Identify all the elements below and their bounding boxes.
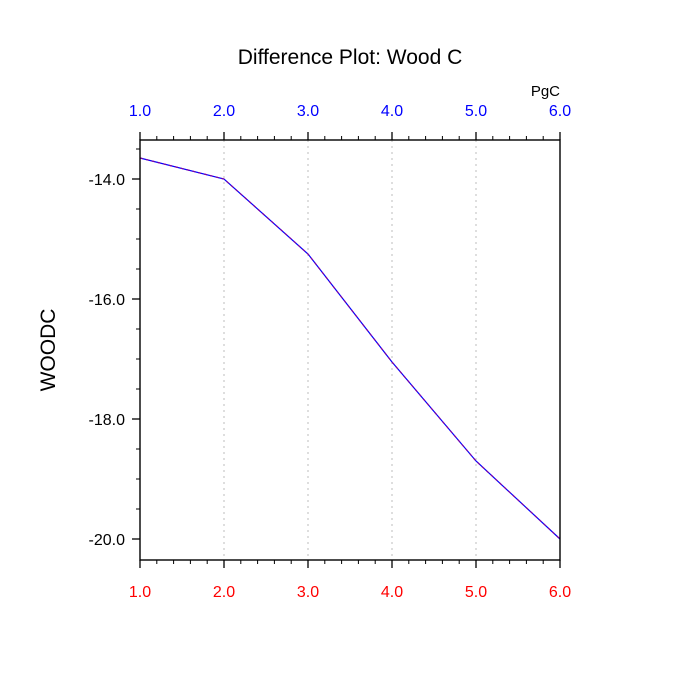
x-tick-label: 6.0 (549, 584, 571, 601)
y-tick-label: -18.0 (89, 412, 126, 429)
y-axis-label: WOODC (37, 309, 60, 392)
x-top-tick-label: 4.0 (381, 103, 403, 120)
units-label: PgC (531, 83, 560, 100)
x-tick-label: 3.0 (297, 584, 319, 601)
tick-labels: 1.0 1.0 2.0 2.0 3.0 3.0 4.0 4.0 5.0 5.0 6.0 6.0 -14.… (89, 103, 572, 601)
y-tick-label: -14.0 (89, 172, 126, 189)
y-tick-label: -20.0 (89, 532, 126, 549)
x-top-tick-label: 6.0 (549, 103, 571, 120)
tick-marks (132, 132, 561, 568)
x-tick-label: 2.0 (213, 584, 235, 601)
x-top-tick-label: 3.0 (297, 103, 319, 120)
y-tick-label: -16.0 (89, 292, 126, 309)
series-group (139, 157, 561, 540)
series-line (139, 157, 561, 540)
x-tick-label: 5.0 (465, 584, 487, 601)
chart-title: Difference Plot: Wood C (238, 46, 463, 69)
x-top-tick-label: 1.0 (129, 103, 151, 120)
x-tick-label: 4.0 (381, 584, 403, 601)
series-line-base (139, 157, 561, 540)
x-tick-label: 1.0 (129, 584, 151, 601)
plot-frame (139, 139, 561, 561)
grid-lines (223, 140, 477, 560)
x-top-tick-label: 2.0 (213, 103, 235, 120)
x-top-tick-label: 5.0 (465, 103, 487, 120)
